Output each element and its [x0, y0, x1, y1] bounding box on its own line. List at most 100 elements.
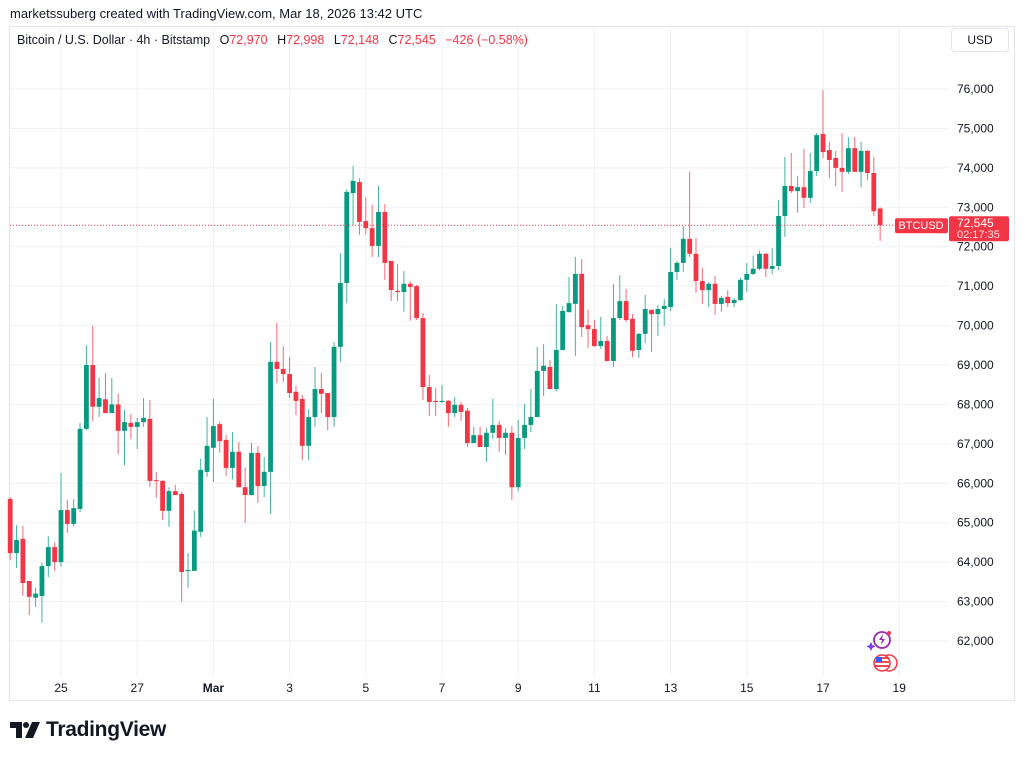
candle-body: [350, 180, 356, 194]
candle-body: [776, 215, 781, 267]
candle-body: [230, 451, 235, 468]
candle-down: [477, 426, 483, 447]
candle-body: [191, 530, 197, 571]
currency-button[interactable]: USD: [951, 28, 1009, 52]
candle-body: [109, 404, 115, 414]
candle-up: [750, 255, 756, 276]
candle-up: [814, 133, 820, 177]
candle-body: [344, 191, 350, 283]
candle-body: [426, 387, 432, 403]
candle-down: [20, 525, 26, 597]
candle-up: [490, 398, 496, 440]
candle-down: [433, 387, 439, 416]
candle-up: [268, 342, 273, 515]
candle-body: [490, 424, 496, 433]
candle-up: [674, 260, 680, 280]
candles: [7, 90, 883, 623]
symbol-description[interactable]: Bitcoin / U.S. Dollar · 4h · Bitstamp: [17, 33, 211, 47]
candle-up: [668, 247, 673, 311]
candle-up: [560, 305, 566, 351]
price-tick-label: 76,000: [957, 82, 994, 96]
candle-body: [242, 487, 248, 496]
high-label: H: [277, 33, 287, 47]
candle-body: [52, 547, 58, 563]
candle-body: [484, 432, 489, 447]
candle-body: [306, 417, 312, 446]
tradingview-logo-icon: [10, 722, 40, 738]
candle-down: [280, 346, 286, 382]
candle-up: [96, 378, 102, 418]
high-value: 72,998: [286, 33, 325, 47]
candle-body: [706, 283, 712, 291]
candle-body: [871, 172, 877, 212]
price-tick-label: 73,000: [957, 200, 994, 214]
candle-body: [249, 452, 254, 496]
candle-body: [45, 547, 51, 567]
candle-up: [191, 510, 197, 571]
candle-body: [719, 297, 724, 304]
candle-body: [172, 491, 178, 496]
candle-down: [547, 359, 553, 390]
candle-down: [852, 137, 858, 172]
candle-body: [122, 422, 127, 431]
candle-down: [687, 171, 693, 257]
candle-down: [172, 484, 178, 496]
chart-frame: [9, 26, 1015, 701]
candle-body: [77, 428, 83, 509]
candle-body: [649, 309, 654, 315]
candle-up: [528, 389, 534, 433]
candle-down: [255, 445, 261, 503]
lightning-alert-icon[interactable]: [866, 631, 892, 651]
candle-body: [376, 212, 381, 246]
candle-down: [414, 284, 419, 321]
low-value: 72,148: [340, 33, 379, 47]
candle-up: [39, 562, 45, 623]
candle-body: [788, 185, 794, 192]
tradingview-logo[interactable]: TradingView: [10, 718, 166, 742]
candle-body: [7, 499, 13, 554]
candle-body: [814, 135, 820, 172]
candle-body: [14, 540, 19, 554]
candle-body: [509, 432, 515, 488]
candle-body: [280, 368, 286, 375]
candle-body: [839, 167, 845, 172]
candle-body: [185, 570, 191, 572]
candle-body: [115, 404, 121, 431]
candle-body: [134, 422, 140, 427]
symbol-legend: Bitcoin / U.S. Dollar · 4h · Bitstamp O7…: [17, 33, 528, 47]
candle-body: [445, 400, 451, 414]
tradingview-logo-text: TradingView: [46, 718, 167, 741]
candle-body: [877, 208, 883, 226]
candle-down: [865, 150, 870, 181]
candle-up: [731, 297, 737, 308]
candle-up: [109, 378, 115, 414]
candle-up: [782, 156, 788, 237]
symbol-tag-label: BTCUSD: [898, 220, 943, 232]
candle-down: [7, 497, 13, 561]
us-flag-events-icon[interactable]: [873, 654, 898, 672]
candle-up: [572, 256, 578, 356]
candle-up: [350, 165, 356, 226]
candle-body: [331, 346, 337, 418]
candle-down: [420, 312, 426, 401]
candle-body: [407, 283, 413, 287]
candle-up: [515, 419, 521, 492]
candle-body: [769, 266, 775, 269]
candle-up: [795, 176, 800, 213]
chart-credit: marketssuberg created with TradingView.c…: [10, 6, 423, 21]
candle-up: [122, 409, 127, 466]
candle-down: [274, 322, 280, 384]
candle-down: [585, 309, 591, 349]
candle-down: [357, 178, 362, 235]
time-tick-label: 3: [286, 681, 293, 695]
candle-body: [211, 426, 216, 448]
time-tick-label: 13: [664, 681, 678, 695]
candle-body: [763, 253, 769, 269]
candle-body: [674, 262, 680, 272]
candle-up: [642, 294, 648, 343]
price-tick-label: 66,000: [957, 476, 994, 490]
candle-body: [668, 271, 673, 308]
candle-body: [84, 364, 89, 429]
candle-up: [598, 316, 604, 349]
